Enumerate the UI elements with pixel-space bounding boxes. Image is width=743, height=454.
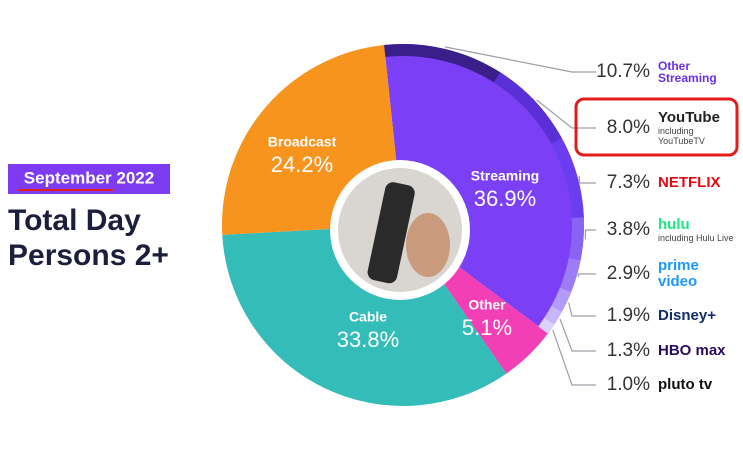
segment-name: Streaming bbox=[471, 168, 539, 184]
service-name: pluto tv bbox=[658, 377, 740, 393]
service-value: 1.3% bbox=[607, 340, 650, 361]
service-name: NETFLIX bbox=[658, 175, 740, 191]
service-label: pluto tv bbox=[658, 376, 713, 393]
service-name: HBO max bbox=[658, 343, 740, 359]
service-label: YouTube bbox=[658, 108, 720, 126]
segment-value: 33.8% bbox=[337, 327, 399, 352]
leader-line bbox=[584, 229, 596, 240]
service-value: 7.3% bbox=[607, 172, 650, 193]
service-band bbox=[538, 317, 555, 334]
leader-line bbox=[536, 99, 596, 129]
service-value: 1.0% bbox=[607, 374, 650, 395]
title-line: Persons 2+ bbox=[8, 239, 169, 272]
service-label: NETFLIX bbox=[658, 174, 721, 191]
service-name: hulu including Hulu Live bbox=[658, 215, 740, 244]
segment-value: 36.9% bbox=[474, 186, 536, 211]
service-band bbox=[384, 43, 501, 83]
leader-line bbox=[577, 273, 596, 277]
service-band bbox=[568, 217, 584, 261]
service-sublabel: including YouTubeTV bbox=[658, 126, 705, 146]
segment bbox=[222, 225, 507, 407]
service-name: Other Streaming bbox=[658, 58, 740, 86]
segment-name: Cable bbox=[349, 309, 387, 325]
service-band bbox=[544, 305, 562, 325]
leader-line bbox=[552, 329, 596, 386]
service-sublabel: including Hulu Live bbox=[658, 233, 734, 244]
leader-line bbox=[568, 302, 596, 317]
leader-line bbox=[444, 46, 596, 73]
service-band bbox=[551, 287, 572, 312]
service-band bbox=[493, 72, 562, 144]
service-value: 2.9% bbox=[607, 263, 650, 284]
service-name: Disney+ bbox=[658, 308, 740, 324]
service-band bbox=[560, 258, 581, 292]
service-band bbox=[551, 138, 584, 218]
service-name: prime video bbox=[658, 258, 740, 290]
service-label: Other Streaming bbox=[658, 58, 717, 86]
service-label: Disney+ bbox=[658, 307, 716, 324]
segment-value: 5.1% bbox=[462, 315, 512, 340]
service-label: prime video bbox=[658, 257, 699, 290]
date-label: September 2022 bbox=[24, 168, 154, 187]
leader-line bbox=[559, 318, 596, 352]
hand bbox=[406, 213, 450, 277]
highlight-box bbox=[574, 97, 739, 157]
service-label: hulu bbox=[658, 215, 690, 233]
service-value: 8.0% bbox=[607, 117, 650, 138]
segment-name: Broadcast bbox=[268, 134, 337, 150]
leader-line bbox=[578, 175, 596, 184]
remote bbox=[367, 182, 415, 284]
segment-name: Other bbox=[468, 297, 506, 313]
donut: 10.7% 8.0% 7.3% 3.8% 2.9% 1.9% 1.3% 1.0% Streami… bbox=[222, 43, 650, 407]
service-name: YouTube including YouTubeTV bbox=[658, 108, 740, 147]
service-value: 1.9% bbox=[607, 305, 650, 326]
service-label: HBO max bbox=[658, 342, 726, 359]
title-line: Total Day bbox=[8, 204, 141, 237]
service-value: 3.8% bbox=[607, 219, 650, 240]
segment-value: 24.2% bbox=[271, 152, 333, 177]
service-value: 10.7% bbox=[596, 61, 650, 82]
